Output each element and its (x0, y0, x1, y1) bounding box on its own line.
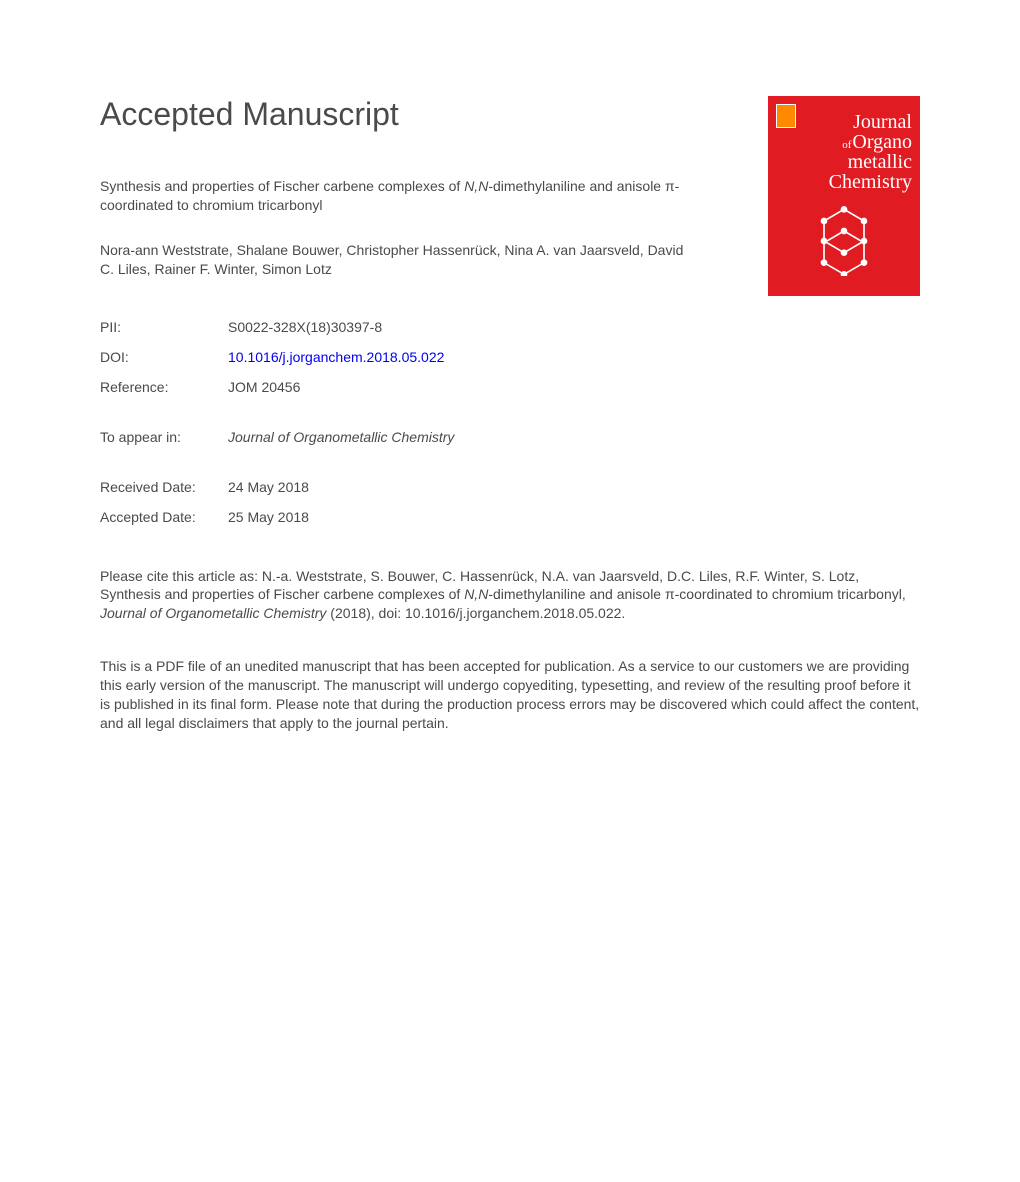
journal-title: Journal ofOrgano metallic Chemistry (776, 112, 912, 192)
spacer (228, 409, 920, 415)
article-title-italic: N,N (464, 178, 488, 194)
doi-link[interactable]: 10.1016/j.jorganchem.2018.05.022 (228, 349, 444, 365)
disclaimer-text: This is a PDF file of an unedited manusc… (100, 657, 920, 733)
doi-label: DOI: (100, 349, 228, 365)
citation-text: Please cite this article as: N.-a. Wests… (100, 567, 920, 624)
citation-mid: -dimethylaniline and anisole π-coordinat… (488, 586, 905, 602)
journal-title-line3: metallic (776, 152, 912, 172)
manuscript-page: Accepted Manuscript Journal ofOrgano met… (0, 0, 1020, 813)
reference-label: Reference: (100, 379, 228, 395)
accepted-date-label: Accepted Date: (100, 509, 228, 525)
to-appear-label: To appear in: (100, 429, 228, 445)
reference-value: JOM 20456 (228, 379, 920, 395)
metadata-table: PII: S0022-328X(18)30397-8 DOI: 10.1016/… (100, 319, 920, 525)
received-date-value: 24 May 2018 (228, 479, 920, 495)
spacer (100, 459, 228, 465)
accepted-date-value: 25 May 2018 (228, 509, 920, 525)
pii-value: S0022-328X(18)30397-8 (228, 319, 920, 335)
to-appear-value: Journal of Organometallic Chemistry (228, 429, 920, 445)
spacer (100, 409, 228, 415)
journal-title-line1: Journal (853, 111, 912, 133)
article-title-pre: Synthesis and properties of Fischer carb… (100, 178, 464, 194)
journal-cover: Journal ofOrgano metallic Chemistry (768, 96, 920, 296)
molecule-icon (776, 192, 912, 290)
spacer (228, 459, 920, 465)
article-title: Synthesis and properties of Fischer carb… (100, 177, 700, 215)
journal-title-line4: Chemistry (776, 172, 912, 192)
pii-label: PII: (100, 319, 228, 335)
article-authors: Nora-ann Weststrate, Shalane Bouwer, Chr… (100, 241, 700, 279)
journal-title-line2: ofOrgano (776, 132, 912, 152)
citation-ital2: Journal of Organometallic Chemistry (100, 605, 326, 621)
citation-post: (2018), doi: 10.1016/j.jorganchem.2018.0… (326, 605, 625, 621)
received-date-label: Received Date: (100, 479, 228, 495)
citation-ital1: N,N (464, 586, 488, 602)
